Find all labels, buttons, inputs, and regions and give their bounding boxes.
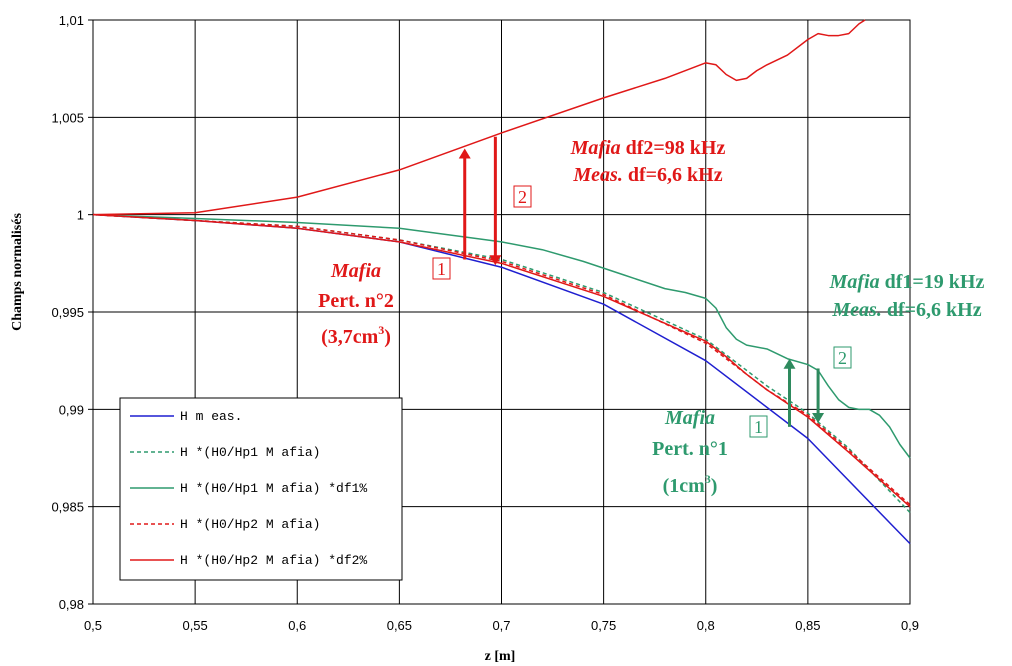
legend-label: H m eas. (180, 409, 242, 424)
annotation-red-left-line1: Mafia (330, 260, 381, 282)
x-tick-label: 0,9 (901, 618, 919, 633)
arrow-head-3 (812, 412, 825, 423)
annotation-green-bottom-line1: Mafia (664, 407, 715, 429)
y-tick-label: 0,98 (59, 597, 84, 612)
annotation-red-top-line1: Mafia df2=98 kHz (570, 137, 726, 159)
grid (88, 19, 911, 605)
annotation-red-left-close: ) (384, 326, 391, 348)
x-tick-label: 0,7 (492, 618, 510, 633)
red-box-1-label: 1 (437, 259, 446, 279)
arrow-head-1 (489, 255, 502, 266)
series-line-4 (92, 213, 911, 508)
annotation-green-right-line2-rest: df=6,6 kHz (882, 299, 982, 321)
x-tick-label: 0,8 (697, 618, 715, 633)
x-tick-label: 0,6 (288, 618, 306, 633)
x-tick-label: 0,65 (387, 618, 412, 633)
annotation-green-right-line2: Meas. df=6,6 kHz (831, 299, 981, 321)
y-tick-label: 1,01 (59, 13, 84, 28)
annotation-red-left-sup: 3 (378, 323, 384, 337)
legend-label: H *(H0/Hp1 M afia) (180, 445, 320, 460)
series-line-2 (92, 213, 911, 459)
legend-frame (119, 397, 403, 581)
arrow-head-0 (458, 148, 471, 159)
x-axis-title: z [m] (485, 649, 516, 664)
y-tick-label: 0,995 (51, 305, 84, 320)
y-tick-label: 1 (77, 208, 84, 223)
annotation-red-top-line2-rest: df=6,6 kHz (623, 164, 723, 186)
annotation-red-top-line1-italic: Mafia (570, 137, 621, 159)
arrow-head-2 (783, 358, 796, 369)
x-tick-label: 0,75 (591, 618, 616, 633)
x-tick-label: 0,85 (795, 618, 820, 633)
red-box-2-frame (513, 185, 532, 208)
y-axis-title: Champs normalisés (10, 213, 25, 331)
annotation-green-bottom-line2: Pert. n°1 (652, 438, 728, 460)
green-box-1-frame (749, 415, 768, 438)
annotation-green-bottom-close: ) (711, 475, 718, 497)
annotation-green-bottom-volume: (1cm (663, 475, 706, 497)
annotation-green-right-line1: Mafia df1=19 kHz (829, 271, 985, 293)
green-box-1-label: 1 (754, 417, 763, 437)
plot-frame (92, 19, 911, 605)
tick-labels: 0,5 0,55 0,6 0,65 0,7 0,75 0,8 0,85 0,9 0,98 0,985… (51, 13, 919, 633)
x-tick-label: 0,5 (84, 618, 102, 633)
series-line-5 (92, 19, 866, 216)
green-box-2-frame (833, 346, 852, 369)
annotation-green-right-line1-italic: Mafia (829, 271, 880, 293)
annotation-red-left-line2: Pert. n°2 (318, 290, 394, 312)
annotation-green-right-line2-italic: Meas. (831, 299, 881, 321)
green-box-2: 2 (833, 346, 852, 369)
annotation-red-left-line3: (3,7cm3) (321, 323, 391, 348)
red-box-1-frame (432, 257, 451, 280)
legend-label: H *(H0/Hp1 M afia) *df1% (180, 481, 367, 496)
annotation-green-bottom-line3: (1cm3) (663, 472, 718, 497)
arrows-layer (458, 136, 825, 427)
annotation-red-left-volume: (3,7cm (321, 326, 379, 348)
x-tick-label: 0,55 (182, 618, 207, 633)
y-tick-label: 1,005 (51, 110, 84, 125)
red-box-2: 2 (513, 185, 532, 208)
series-line-3 (92, 213, 911, 506)
annotation-red-top-line2-italic: Meas. (572, 164, 622, 186)
annotation-red-top-line2: Meas. df=6,6 kHz (572, 164, 722, 186)
y-tick-label: 0,985 (51, 500, 84, 515)
series-layer (92, 19, 911, 545)
red-box-2-label: 2 (518, 187, 527, 207)
legend: H m eas. H *(H0/Hp1 M afia) H *(H0/Hp1 M a… (119, 397, 403, 581)
red-box-1: 1 (432, 257, 451, 280)
green-box-2-label: 2 (838, 348, 847, 368)
legend-label: H *(H0/Hp2 M afia) (180, 517, 320, 532)
legend-label: H *(H0/Hp2 M afia) *df2% (180, 553, 367, 568)
green-box-1: 1 (749, 415, 768, 438)
annotation-green-bottom-sup: 3 (705, 472, 711, 486)
annotation-green-right-line1-rest: df1=19 kHz (880, 271, 985, 293)
y-tick-label: 0,99 (59, 402, 84, 417)
annotation-red-top-line1-rest: df2=98 kHz (621, 137, 726, 159)
